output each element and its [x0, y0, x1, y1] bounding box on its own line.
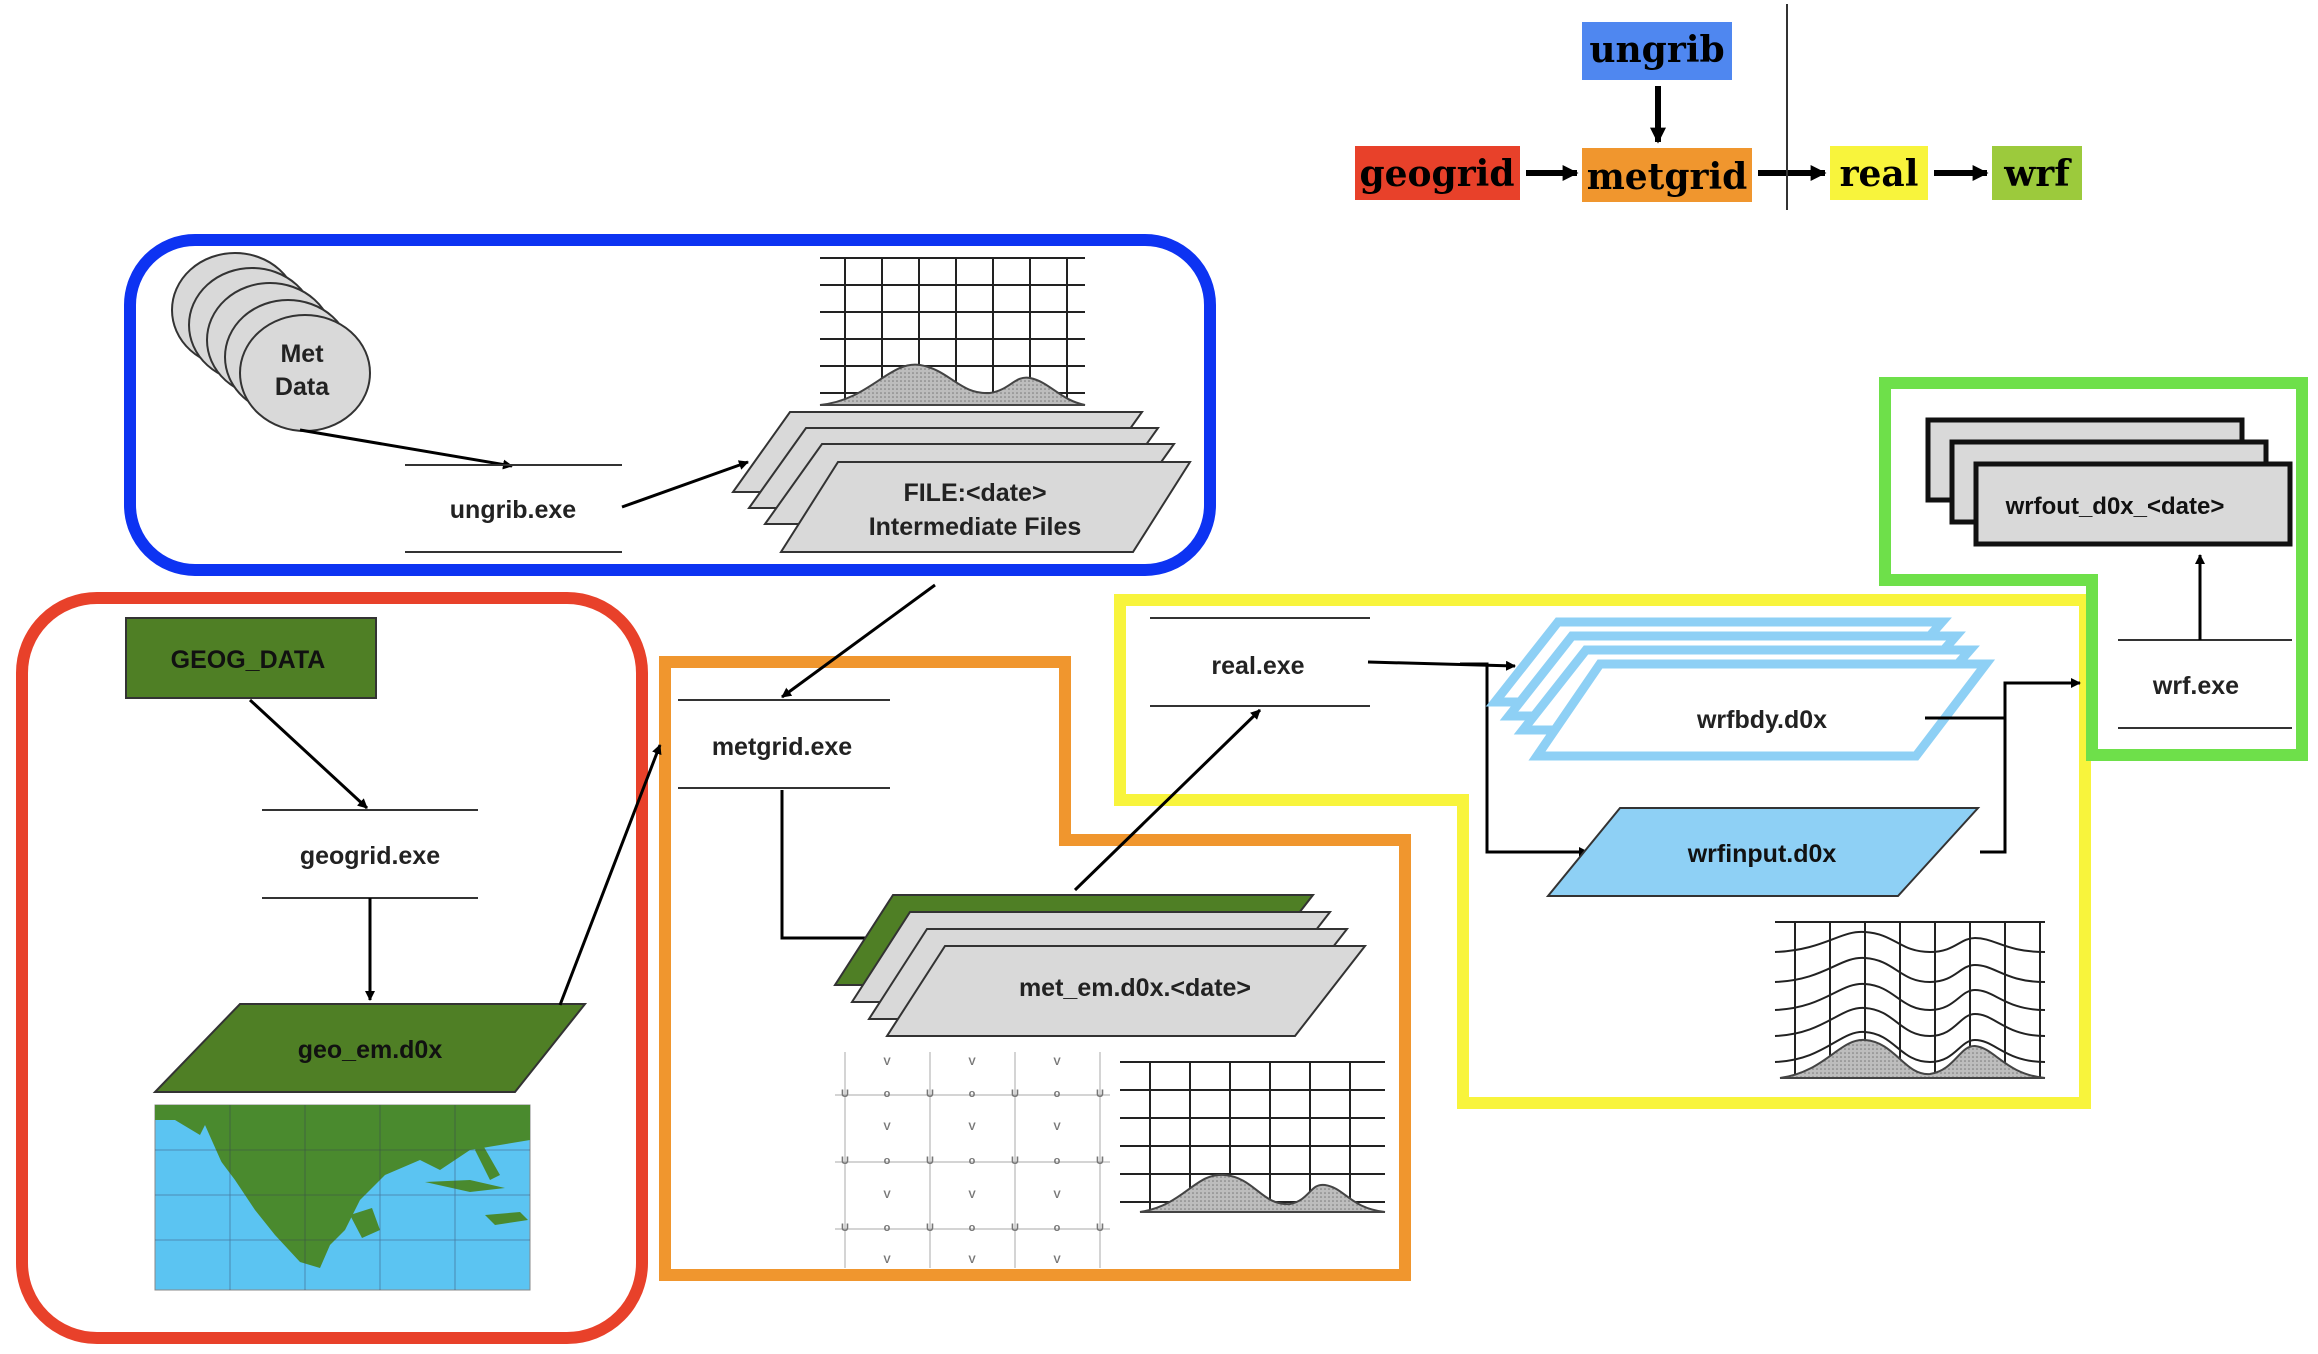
arrow-ungrib-intermediate: [621, 460, 749, 509]
metgrid-exe-label: metgrid.exe: [712, 733, 852, 761]
met-em-grid-sketch: [1120, 1061, 1386, 1213]
svg-text:V: V: [1053, 1056, 1061, 1068]
wrfinput-label: wrfinput.d0x: [1687, 840, 1837, 868]
met-data-stack: Met Data: [171, 252, 371, 432]
svg-text:U: U: [841, 1088, 849, 1100]
svg-text:U: U: [926, 1088, 934, 1100]
svg-text:V: V: [1053, 1254, 1061, 1266]
svg-text:U: U: [1011, 1155, 1019, 1167]
geog-data-node: GEOG_DATA: [125, 617, 377, 699]
svg-text:U: U: [841, 1155, 849, 1167]
legend-wrf-label: wrf: [2003, 153, 2072, 195]
real-region-outline: [1114, 594, 2091, 1109]
arrow-wrfinput-wrf: [1980, 683, 2007, 854]
svg-text:U: U: [1011, 1088, 1019, 1100]
wrf-exe-label: wrf.exe: [2152, 672, 2239, 700]
svg-text:o: o: [1054, 1155, 1061, 1167]
svg-text:U: U: [1096, 1088, 1104, 1100]
real-exe-label: real.exe: [1211, 652, 1304, 680]
svg-text:o: o: [884, 1155, 891, 1167]
wrf-exe-node: wrf.exe: [2118, 639, 2292, 729]
svg-text:U: U: [1096, 1155, 1104, 1167]
legend-ungrib-label: ungrib: [1589, 29, 1724, 71]
arrow-geogdata-geogrid: [248, 698, 369, 810]
geogrid-exe-label: geogrid.exe: [300, 842, 440, 870]
geog-data-label: GEOG_DATA: [171, 646, 326, 674]
svg-text:U: U: [926, 1222, 934, 1234]
wrfout-stack: wrfout_d0x_<date>: [1925, 417, 2293, 547]
arrow-real-wrfinput: [1460, 662, 1589, 857]
arrow-intermediate-metgrid: [781, 583, 936, 699]
svg-text:V: V: [883, 1121, 891, 1133]
legend-metgrid-box: [1582, 148, 1752, 202]
real-exe-node: real.exe: [1150, 617, 1370, 707]
svg-text:o: o: [884, 1088, 891, 1100]
svg-text:V: V: [1053, 1121, 1061, 1133]
legend-geogrid-label: geogrid: [1359, 153, 1514, 195]
met-em-stack: met_em.d0x.<date>: [833, 894, 1368, 1037]
geo-em-node: geo_em.d0x: [152, 1003, 588, 1093]
svg-text:V: V: [968, 1121, 976, 1133]
svg-text:V: V: [883, 1056, 891, 1068]
svg-text:o: o: [884, 1222, 891, 1234]
svg-text:o: o: [969, 1088, 976, 1100]
intermediate-label-1: FILE:<date>: [903, 479, 1046, 507]
legend-geogrid-box: [1355, 146, 1520, 200]
wrfbdy-label: wrfbdy.d0x: [1696, 706, 1827, 734]
wrfbdy-stack: wrfbdy.d0x: [1485, 617, 1996, 761]
svg-text:U: U: [926, 1155, 934, 1167]
ungrib-exe-node: ungrib.exe: [405, 464, 622, 553]
legend-metgrid-label: metgrid: [1587, 156, 1748, 198]
arrow-metgrid-metem: [780, 790, 879, 943]
legend-real-label: real: [1840, 153, 1919, 195]
svg-text:V: V: [968, 1189, 976, 1201]
svg-text:V: V: [1053, 1189, 1061, 1201]
svg-text:o: o: [1054, 1222, 1061, 1234]
wrfinput-node: wrfinput.d0x: [1545, 807, 1981, 897]
met-data-label-2: Data: [275, 373, 330, 401]
legend: ungrib geogrid metgrid real wrf: [1355, 4, 2082, 210]
legend-real-box: [1830, 146, 1928, 200]
svg-text:U: U: [841, 1222, 849, 1234]
ungrib-exe-label: ungrib.exe: [450, 496, 577, 524]
svg-text:U: U: [1011, 1222, 1019, 1234]
metgrid-region-outline: [659, 656, 1411, 1281]
arrow-metdata-ungrib: [299, 428, 513, 470]
arrow-real-wrfbdy: [1367, 660, 1516, 671]
geogrid-exe-node: geogrid.exe: [262, 809, 478, 899]
wrfout-label: wrfout_d0x_<date>: [2005, 493, 2225, 520]
met-em-label: met_em.d0x.<date>: [1019, 974, 1251, 1002]
metgrid-exe-node: metgrid.exe: [678, 699, 890, 789]
svg-text:V: V: [968, 1254, 976, 1266]
svg-text:o: o: [969, 1155, 976, 1167]
intermediate-label-2: Intermediate Files: [869, 513, 1082, 541]
ungrib-region-outline: [124, 234, 1216, 576]
svg-text:U: U: [1096, 1222, 1104, 1234]
arrow-metem-real: [1073, 708, 1262, 892]
svg-text:V: V: [883, 1254, 891, 1266]
geogrid-region-outline: [16, 592, 648, 1344]
legend-ungrib-box: [1582, 22, 1732, 80]
legend-wrf-box: [1992, 146, 2082, 200]
intermediate-files-stack: FILE:<date> Intermediate Files: [731, 411, 1192, 553]
intermediate-grid-sketch: [819, 257, 1086, 406]
svg-text:o: o: [969, 1222, 976, 1234]
domain-map-thumbnail: [154, 1104, 531, 1291]
geo-em-label: geo_em.d0x: [298, 1036, 443, 1064]
wrf-region-outline: [1879, 377, 2308, 761]
svg-text:V: V: [883, 1189, 891, 1201]
svg-text:V: V: [968, 1056, 976, 1068]
arrow-geoem-metgrid: [558, 744, 662, 1006]
terrain-following-grid-sketch: [1774, 921, 2046, 1079]
met-data-label-1: Met: [280, 340, 324, 368]
svg-text:o: o: [1054, 1088, 1061, 1100]
